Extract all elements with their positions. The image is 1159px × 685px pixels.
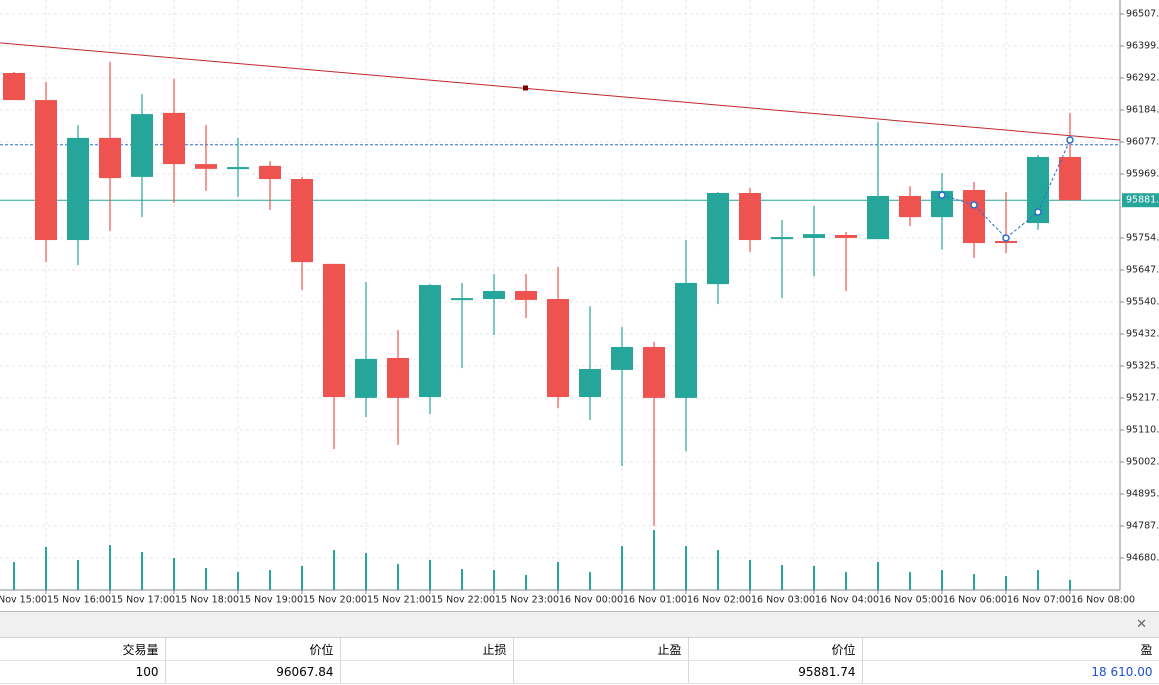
- candle-body: [899, 195, 921, 218]
- zigzag-line: [941, 139, 1071, 239]
- y-tick-label: 94680.4: [1126, 553, 1159, 564]
- toolbar: ✕: [0, 612, 1159, 638]
- x-tick-label: 15 Nov 22:00: [431, 595, 495, 606]
- table-header: 交易量 价位 止损 止盈 价位盈: [0, 638, 1159, 661]
- x-tick-label: 16 Nov 06:00: [943, 595, 1007, 606]
- x-tick-label: 16 Nov 02:00: [687, 595, 751, 606]
- x-tick-label: 15 Nov 15:00: [0, 595, 47, 606]
- y-tick-label: 94895.3: [1126, 489, 1159, 500]
- x-tick-label: 16 Nov 08:00: [1071, 595, 1135, 606]
- column-header: 价位: [688, 638, 863, 661]
- y-tick-label: 94787.9: [1126, 520, 1159, 531]
- zigzag-point: [1034, 208, 1042, 216]
- x-tick-label: 15 Nov 19:00: [239, 595, 303, 606]
- zigzag-point: [1002, 234, 1010, 242]
- y-tick-label: 95432.6: [1126, 328, 1159, 339]
- candle-body: [227, 167, 249, 170]
- candle-body: [67, 137, 89, 241]
- candle-body: [3, 72, 25, 101]
- y-tick-label: 96077.3: [1126, 136, 1159, 147]
- cell: 95881.74: [688, 660, 863, 684]
- x-tick-label: 15 Nov 16:00: [47, 595, 111, 606]
- candle-body: [739, 192, 761, 241]
- candle-body: [803, 234, 825, 238]
- y-tick-label: 96399.6: [1126, 40, 1159, 51]
- table-row: 100 96067.84 95881.74 18 610.00: [0, 660, 1159, 684]
- zigzag-point: [970, 201, 978, 209]
- x-tick-label: 15 Nov 20:00: [303, 595, 367, 606]
- cell: [513, 660, 689, 684]
- candle-body: [995, 240, 1017, 244]
- y-tick-label: 95647.5: [1126, 264, 1159, 275]
- x-tick-label: 16 Nov 01:00: [623, 595, 687, 606]
- candle-body: [547, 299, 569, 398]
- cell: [340, 660, 514, 684]
- candle-body: [355, 358, 377, 398]
- candle-body: [611, 346, 633, 370]
- x-tick-label: 16 Nov 07:00: [1007, 595, 1071, 606]
- zigzag-point: [938, 191, 946, 199]
- candle-body: [835, 234, 857, 238]
- candle-body: [867, 195, 889, 240]
- cell: 18 610.00: [862, 660, 1159, 684]
- y-tick-label: 95110.2: [1126, 425, 1159, 436]
- y-tick-label: 95002.8: [1126, 456, 1159, 467]
- candle-body: [259, 165, 281, 179]
- candle-body: [323, 263, 345, 398]
- x-tick-label: 15 Nov 17:00: [111, 595, 175, 606]
- price-label: 95881.7: [1126, 195, 1159, 206]
- candle-body: [931, 190, 953, 218]
- y-tick-label: 95754.9: [1126, 232, 1159, 243]
- candle-body: [707, 192, 729, 285]
- column-header: 交易量: [0, 638, 166, 661]
- y-tick-label: 95217.7: [1126, 392, 1159, 403]
- candle-body: [35, 100, 57, 241]
- trade-panel: ✕ 交易量 价位 止损 止盈 价位盈 100 96067.84 95881.74 18 610…: [0, 611, 1159, 685]
- x-tick-label: 15 Nov 23:00: [495, 595, 559, 606]
- candle-body: [195, 164, 217, 169]
- zigzag-point: [1066, 136, 1074, 144]
- candle-body: [643, 346, 665, 398]
- x-tick-label: 16 Nov 04:00: [815, 595, 879, 606]
- candle-body: [387, 357, 409, 398]
- x-tick-label: 16 Nov 05:00: [879, 595, 943, 606]
- candle-body: [1027, 156, 1049, 224]
- candle-body: [579, 369, 601, 398]
- positions-table: 交易量 价位 止损 止盈 价位盈 100 96067.84 95881.74 18 610.0…: [0, 638, 1159, 684]
- candle-body: [451, 298, 473, 301]
- column-header: 盈: [862, 638, 1159, 661]
- chart: 96507.1 96399.6 96292.2 96184.7 96077.3 95969…: [0, 0, 1159, 606]
- y-tick-label: 96292.2: [1126, 72, 1159, 83]
- y-tick-label: 95540.0: [1126, 296, 1159, 307]
- x-tick-label: 16 Nov 03:00: [751, 595, 815, 606]
- column-header: 价位: [165, 638, 341, 661]
- candle-body: [483, 290, 505, 300]
- close-button[interactable]: ✕: [1136, 617, 1147, 632]
- candle-body: [771, 237, 793, 240]
- column-header: 止损: [340, 638, 514, 661]
- price-label-bg: [1122, 193, 1159, 208]
- candle-body: [515, 290, 537, 300]
- candle-body: [963, 190, 985, 244]
- y-tick-label: 96184.7: [1126, 104, 1159, 115]
- cell: 100: [0, 660, 166, 684]
- x-tick-label: 16 Nov 00:00: [559, 595, 623, 606]
- candle-body: [163, 112, 185, 165]
- candle-body: [419, 285, 441, 398]
- candle-body: [291, 178, 313, 263]
- candle-body: [1059, 156, 1081, 201]
- x-tick-label: 15 Nov 21:00: [367, 595, 431, 606]
- y-tick-label: 95325.1: [1126, 361, 1159, 372]
- candle-body: [131, 114, 153, 177]
- y-tick-label: 95969.8: [1126, 168, 1159, 179]
- y-tick-label: 96507.1: [1126, 8, 1159, 19]
- x-tick-label: 15 Nov 18:00: [175, 595, 239, 606]
- column-header: 止盈: [513, 638, 689, 661]
- candle-body: [99, 137, 121, 179]
- cell: 96067.84: [165, 660, 341, 684]
- trendline-handle: [523, 85, 528, 91]
- trendline: [0, 42, 1121, 141]
- candle-body: [675, 282, 697, 398]
